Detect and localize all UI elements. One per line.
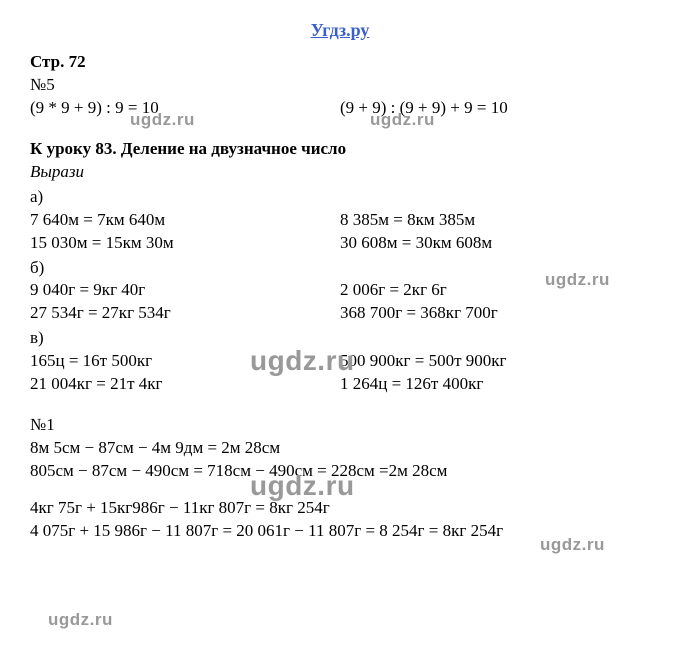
section-a-r1: 8 385м = 8км 385м: [340, 209, 650, 232]
section-b-label: б): [30, 257, 650, 280]
section-a-row2: 15 030м = 15км 30м 30 608м = 30км 608м: [30, 232, 650, 255]
section-v-l2: 21 004кг = 21т 4кг: [30, 373, 340, 396]
section-a-r2: 30 608м = 30км 608м: [340, 232, 650, 255]
section-v-label: в): [30, 327, 650, 350]
problem-5-right: (9 + 9) : (9 + 9) + 9 = 10: [340, 97, 650, 120]
section-b-r1: 2 006г = 2кг 6г: [340, 279, 650, 302]
section-b-l2: 27 534г = 27кг 534г: [30, 302, 340, 325]
site-header: Угдз.ру: [30, 20, 650, 41]
problem-1-line2: 805см − 87см − 490см = 718см − 490см = 2…: [30, 460, 650, 483]
page-label: Стр. 72: [30, 51, 650, 74]
section-a-row1: 7 640м = 7км 640м 8 385м = 8км 385м: [30, 209, 650, 232]
lesson-block: К уроку 83. Деление на двузначное число …: [30, 138, 650, 396]
section-b-l1: 9 040г = 9кг 40г: [30, 279, 340, 302]
section-b-row1: 9 040г = 9кг 40г 2 006г = 2кг 6г: [30, 279, 650, 302]
section-v-r2: 1 264ц = 126т 400кг: [340, 373, 650, 396]
problem-1-number: №1: [30, 414, 650, 437]
section-a-l1: 7 640м = 7км 640м: [30, 209, 340, 232]
section-v-r1: 500 900кг = 500т 900кг: [340, 350, 650, 373]
lesson-subtitle: Вырази: [30, 161, 650, 184]
problem-1-line1: 8м 5см − 87см − 4м 9дм = 2м 28см: [30, 437, 650, 460]
problem-1-block: №1 8м 5см − 87см − 4м 9дм = 2м 28см 805с…: [30, 414, 650, 543]
watermark-text: ugdz.ru: [48, 610, 113, 630]
section-b-r2: 368 700г = 368кг 700г: [340, 302, 650, 325]
section-a-label: а): [30, 186, 650, 209]
problem-1-line4: 4 075г + 15 986г − 11 807г = 20 061г − 1…: [30, 520, 650, 543]
problem-5-number: №5: [30, 74, 650, 97]
problem-5-row: (9 * 9 + 9) : 9 = 10 (9 + 9) : (9 + 9) +…: [30, 97, 650, 120]
page-label-block: Стр. 72 №5 (9 * 9 + 9) : 9 = 10 (9 + 9) …: [30, 51, 650, 120]
lesson-title: К уроку 83. Деление на двузначное число: [30, 138, 650, 161]
spacer: [30, 483, 650, 497]
section-b-row2: 27 534г = 27кг 534г 368 700г = 368кг 700…: [30, 302, 650, 325]
section-v-l1: 165ц = 16т 500кг: [30, 350, 340, 373]
problem-1-line3: 4кг 75г + 15кг986г − 11кг 807г = 8кг 254…: [30, 497, 650, 520]
section-a-l2: 15 030м = 15км 30м: [30, 232, 340, 255]
section-v-row2: 21 004кг = 21т 4кг 1 264ц = 126т 400кг: [30, 373, 650, 396]
problem-5-left: (9 * 9 + 9) : 9 = 10: [30, 97, 340, 120]
section-v-row1: 165ц = 16т 500кг 500 900кг = 500т 900кг: [30, 350, 650, 373]
